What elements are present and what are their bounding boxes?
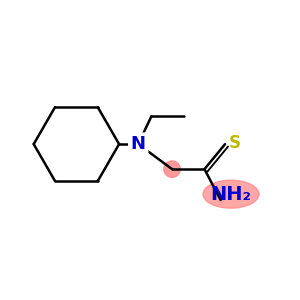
Circle shape: [164, 161, 180, 177]
Text: NH₂: NH₂: [211, 185, 251, 204]
Text: N: N: [131, 135, 146, 153]
Text: S: S: [229, 134, 241, 152]
Ellipse shape: [203, 180, 259, 208]
